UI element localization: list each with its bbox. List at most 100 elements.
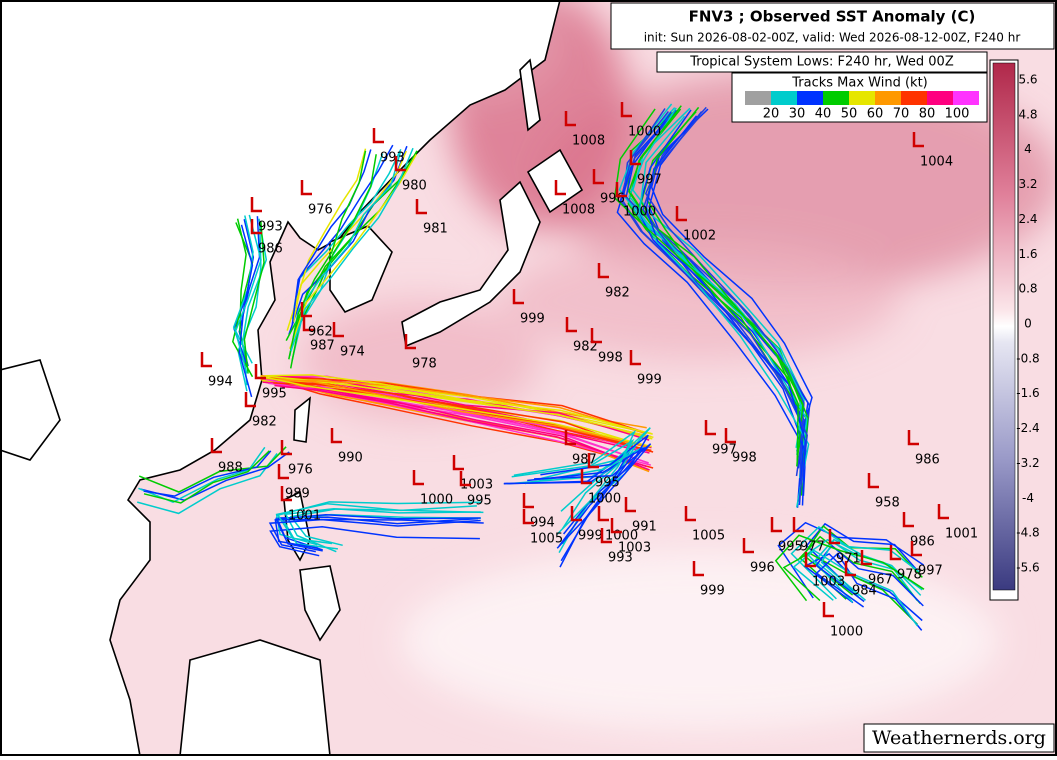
track [237, 224, 262, 392]
low-marker [512, 289, 524, 305]
pressure-label: 998 [732, 451, 757, 466]
track [645, 115, 806, 506]
track [289, 508, 484, 547]
low-marker [597, 506, 609, 522]
low-marker [684, 506, 696, 522]
legend-swatch [771, 91, 797, 105]
pressure-label: 988 [218, 461, 243, 476]
track [140, 451, 290, 501]
pressure-label: 995 [595, 476, 620, 491]
low-marker [597, 263, 609, 279]
pressure-label: 977 [800, 540, 825, 555]
low-marker [600, 528, 612, 544]
pressure-label: 976 [308, 203, 333, 218]
legend-swatch [823, 91, 849, 105]
low-marker [554, 180, 566, 196]
legend-label: 80 [919, 107, 936, 122]
low-marker [372, 128, 384, 144]
low-marker [592, 169, 604, 185]
track [272, 378, 654, 469]
track [286, 148, 367, 331]
pressure-label: 962 [308, 325, 333, 340]
pressure-label: 1001 [288, 509, 321, 524]
pressure-label: 999 [637, 373, 662, 388]
pressure-label: 981 [423, 222, 448, 237]
pressure-label: 1001 [945, 527, 978, 542]
pressure-label: 982 [252, 415, 277, 430]
low-marker [522, 509, 534, 525]
colorbar-label: -1.6 [1016, 386, 1039, 400]
pressure-label: 993 [380, 151, 405, 166]
low-marker [250, 197, 262, 213]
legend-swatch [797, 91, 823, 105]
colorbar-label: -4.8 [1016, 526, 1039, 540]
legend-label: 50 [841, 107, 858, 122]
pressure-label: 1005 [530, 532, 563, 547]
pressure-label: 984 [852, 584, 877, 599]
low-marker [624, 497, 636, 513]
colorbar-labels: 5.6 4.8 4 3.2 2.4 1.6 0.8 0 -0.8 -1.6 -2.4 -3.2 -4 -4… [1016, 73, 1039, 575]
legend-title: Tracks Max Wind (kt) [791, 76, 928, 91]
low-marker [889, 545, 901, 561]
pressure-label: 976 [288, 463, 313, 478]
track [777, 521, 925, 599]
low-marker [300, 180, 312, 196]
pressure-label: 958 [875, 496, 900, 511]
low-marker [565, 317, 577, 333]
pressure-label: 987 [572, 453, 597, 468]
colorbar-label: -4 [1022, 491, 1034, 505]
low-marker [415, 199, 427, 215]
low-marker [564, 111, 576, 127]
pressure-label: 997 [712, 443, 737, 458]
info-box [656, 51, 988, 73]
pressure-label: 995 [467, 494, 492, 509]
title-box [610, 2, 1055, 50]
colorbar-label: -2.4 [1016, 421, 1039, 435]
track [264, 374, 653, 435]
pressure-label: 1000 [830, 625, 863, 640]
colorbar-label: 0.8 [1018, 282, 1037, 296]
track [274, 514, 481, 552]
legend-swatch [745, 91, 771, 105]
pressure-label: 986 [910, 535, 935, 550]
low-marker [250, 219, 262, 235]
track [268, 518, 481, 553]
track [274, 518, 484, 549]
pressure-labels: 1008 1000 993 980 997 996 1008 1000 976 981 1002 99… [200, 102, 978, 640]
low-marker [770, 517, 782, 533]
low-marker [280, 486, 292, 502]
legend-label: 60 [867, 107, 884, 122]
low-marker [277, 464, 289, 480]
track [534, 443, 652, 549]
pressure-label: 995 [262, 387, 287, 402]
pressure-label: 999 [520, 312, 545, 327]
colorbar-label: -5.6 [1016, 561, 1039, 575]
pressure-label: 994 [208, 375, 233, 390]
low-marker [590, 328, 602, 344]
pressure-label: 1000 [623, 205, 656, 220]
pressure-label: 991 [632, 520, 657, 535]
track [616, 111, 805, 506]
colorbar-label: 3.2 [1018, 177, 1037, 191]
watermark: Weathernerds.org [872, 727, 1046, 749]
title: FNV3 ; Observed SST Anomaly (C) [689, 8, 976, 26]
low-marker [742, 538, 754, 554]
pressure-label: 978 [412, 357, 437, 372]
track [282, 385, 650, 471]
low-marker [844, 561, 856, 577]
low-marker [860, 550, 872, 566]
track [269, 377, 648, 434]
track [815, 544, 924, 607]
track [288, 150, 367, 360]
pressure-label: 994 [530, 516, 555, 531]
low-marker [302, 316, 314, 332]
legend-swatch [875, 91, 901, 105]
track [803, 552, 923, 622]
track [290, 147, 414, 352]
low-marker [822, 602, 834, 618]
low-marker [692, 561, 704, 577]
low-marker [459, 471, 471, 487]
track [288, 145, 408, 335]
